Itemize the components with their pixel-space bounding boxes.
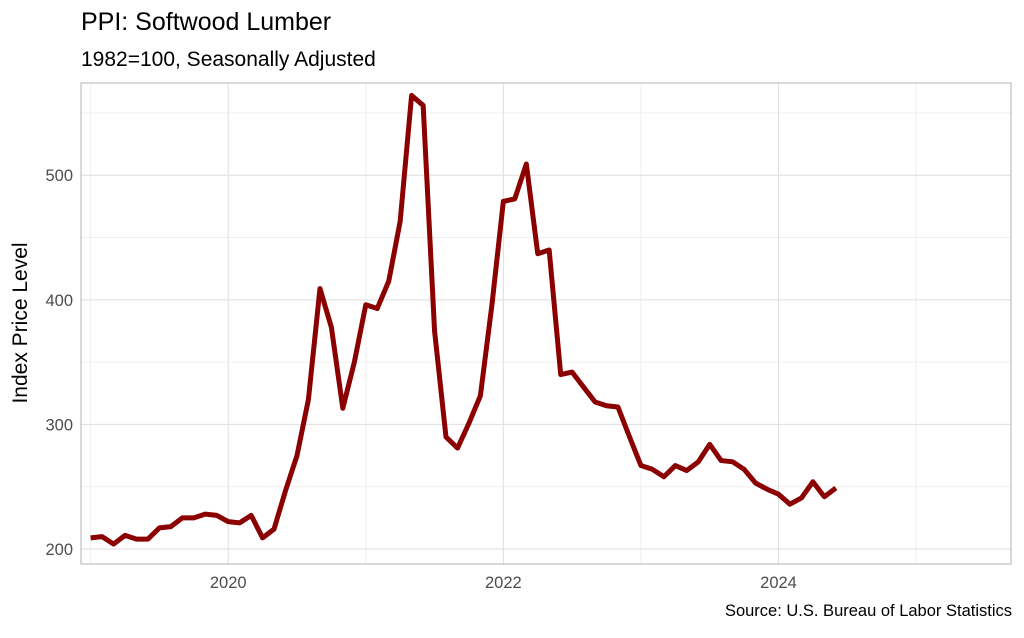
y-tick-labels: 200 300 400 500 (45, 167, 73, 559)
series-line (90, 92, 838, 547)
y-tick-label: 500 (45, 167, 73, 185)
x-tick-labels: 2020 2022 2024 (210, 574, 797, 592)
panel-border (80, 82, 1012, 565)
y-axis-label: Index Price Level (9, 242, 32, 403)
y-tick-label: 300 (45, 416, 73, 434)
x-tick-label: 2020 (210, 574, 247, 592)
y-tick-label: 400 (45, 292, 73, 310)
x-tick-label: 2022 (485, 574, 522, 592)
chart-subtitle: 1982=100, Seasonally Adjusted (81, 48, 376, 71)
chart-title: PPI: Softwood Lumber (81, 8, 331, 36)
y-tick-label: 200 (45, 541, 73, 559)
chart-caption: Source: U.S. Bureau of Labor Statistics (725, 602, 1012, 620)
major-grid (81, 83, 1011, 564)
x-tick-label: 2024 (760, 574, 797, 592)
minor-grid (81, 83, 1011, 564)
